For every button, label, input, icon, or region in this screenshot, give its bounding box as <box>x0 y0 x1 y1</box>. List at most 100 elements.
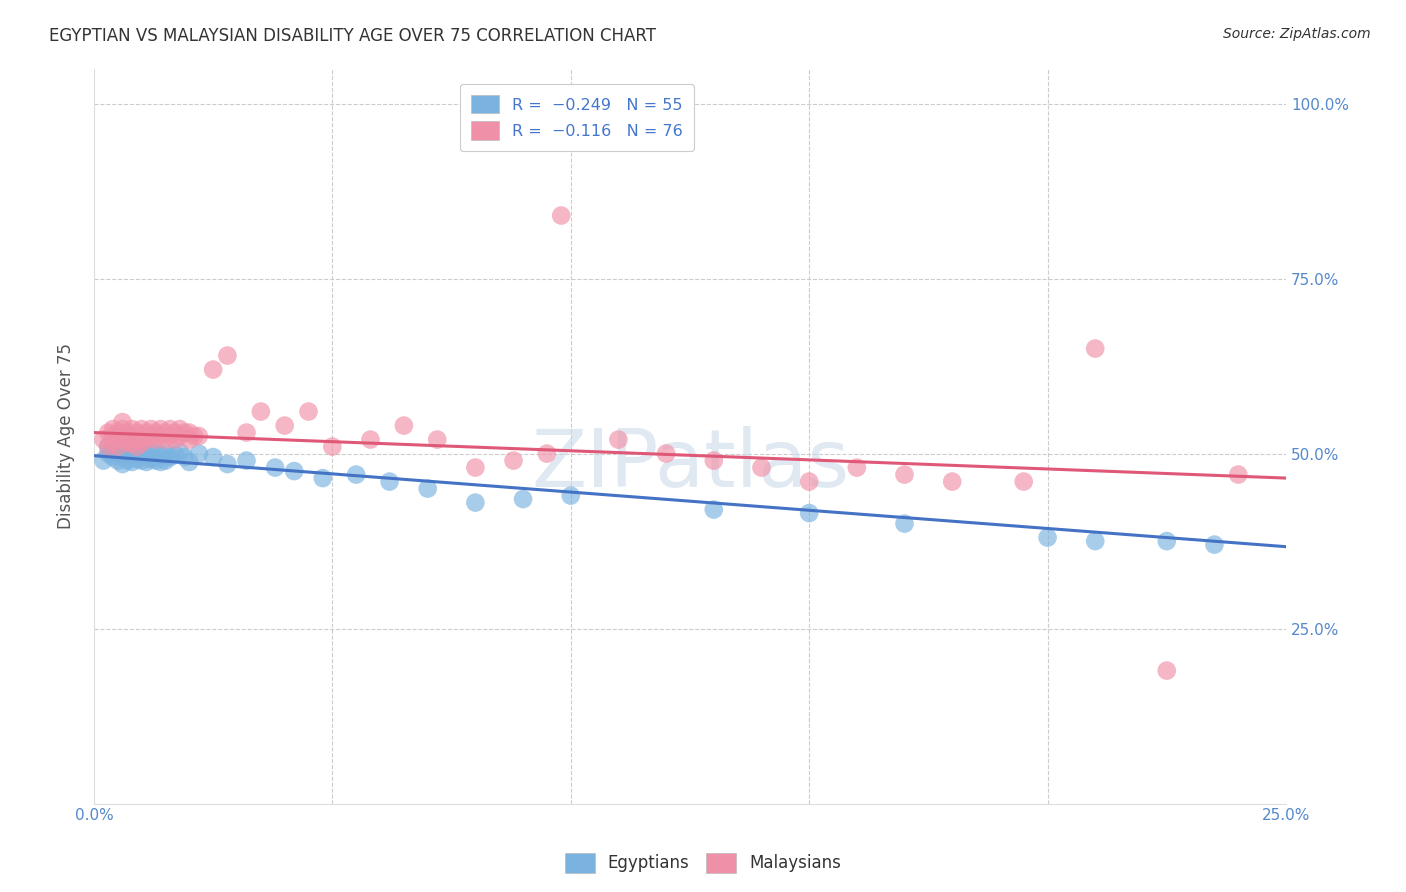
Point <box>1084 342 1107 356</box>
Point <box>536 446 558 460</box>
Point <box>149 422 172 436</box>
Point <box>131 429 153 443</box>
Point <box>163 433 186 447</box>
Legend: Egyptians, Malaysians: Egyptians, Malaysians <box>558 847 848 880</box>
Point <box>107 440 129 454</box>
Point <box>97 425 120 440</box>
Point <box>416 482 439 496</box>
Point <box>141 445 163 459</box>
Point <box>187 429 209 443</box>
Point <box>607 433 630 447</box>
Point <box>464 495 486 509</box>
Point <box>117 433 139 447</box>
Point <box>145 433 167 447</box>
Point <box>125 433 148 447</box>
Y-axis label: Disability Age Over 75: Disability Age Over 75 <box>58 343 75 529</box>
Point <box>131 453 153 467</box>
Point <box>941 475 963 489</box>
Point <box>155 433 177 447</box>
Point <box>273 418 295 433</box>
Point <box>159 450 181 464</box>
Point <box>502 453 524 467</box>
Point <box>187 446 209 460</box>
Point <box>1012 475 1035 489</box>
Point <box>121 455 143 469</box>
Point <box>111 457 134 471</box>
Point <box>703 453 725 467</box>
Point <box>97 446 120 460</box>
Point <box>101 422 124 436</box>
Point <box>1156 664 1178 678</box>
Point <box>97 440 120 454</box>
Point <box>512 492 534 507</box>
Text: EGYPTIAN VS MALAYSIAN DISABILITY AGE OVER 75 CORRELATION CHART: EGYPTIAN VS MALAYSIAN DISABILITY AGE OVE… <box>49 27 657 45</box>
Point <box>264 460 287 475</box>
Point <box>141 452 163 467</box>
Point <box>121 448 143 462</box>
Point <box>141 422 163 436</box>
Point <box>235 453 257 467</box>
Point <box>107 453 129 467</box>
Point <box>163 448 186 462</box>
Point <box>550 209 572 223</box>
Point <box>1227 467 1250 482</box>
Point <box>179 455 201 469</box>
Point <box>101 436 124 450</box>
Point <box>321 440 343 454</box>
Point <box>312 471 335 485</box>
Point <box>202 450 225 464</box>
Point <box>93 433 115 447</box>
Point <box>1084 534 1107 549</box>
Point <box>117 453 139 467</box>
Point <box>121 429 143 443</box>
Point <box>378 475 401 489</box>
Point <box>125 440 148 454</box>
Point <box>111 446 134 460</box>
Point <box>159 429 181 443</box>
Point <box>464 460 486 475</box>
Point <box>359 433 381 447</box>
Point <box>101 450 124 464</box>
Point <box>135 455 157 469</box>
Point <box>125 445 148 459</box>
Legend: R =  −0.249   N = 55, R =  −0.116   N = 76: R = −0.249 N = 55, R = −0.116 N = 76 <box>460 84 695 151</box>
Point <box>135 425 157 440</box>
Point <box>173 425 195 440</box>
Point <box>235 425 257 440</box>
Point <box>107 425 129 440</box>
Point <box>159 422 181 436</box>
Point <box>121 436 143 450</box>
Point <box>111 429 134 443</box>
Point <box>145 453 167 467</box>
Point <box>202 362 225 376</box>
Point <box>155 453 177 467</box>
Point <box>703 502 725 516</box>
Point <box>1036 531 1059 545</box>
Point <box>169 422 191 436</box>
Point <box>141 429 163 443</box>
Point <box>117 425 139 440</box>
Point <box>111 415 134 429</box>
Point <box>121 422 143 436</box>
Point <box>97 440 120 454</box>
Point <box>173 450 195 464</box>
Point <box>155 425 177 440</box>
Point <box>125 452 148 467</box>
Point <box>426 433 449 447</box>
Point <box>155 446 177 460</box>
Point <box>131 422 153 436</box>
Point <box>183 429 205 443</box>
Point <box>163 425 186 440</box>
Point <box>283 464 305 478</box>
Point <box>93 453 115 467</box>
Point <box>135 448 157 462</box>
Point <box>797 506 820 520</box>
Point <box>845 460 868 475</box>
Point <box>149 455 172 469</box>
Point <box>117 436 139 450</box>
Point <box>179 433 201 447</box>
Point <box>117 436 139 450</box>
Point <box>117 443 139 458</box>
Point <box>111 422 134 436</box>
Point <box>149 429 172 443</box>
